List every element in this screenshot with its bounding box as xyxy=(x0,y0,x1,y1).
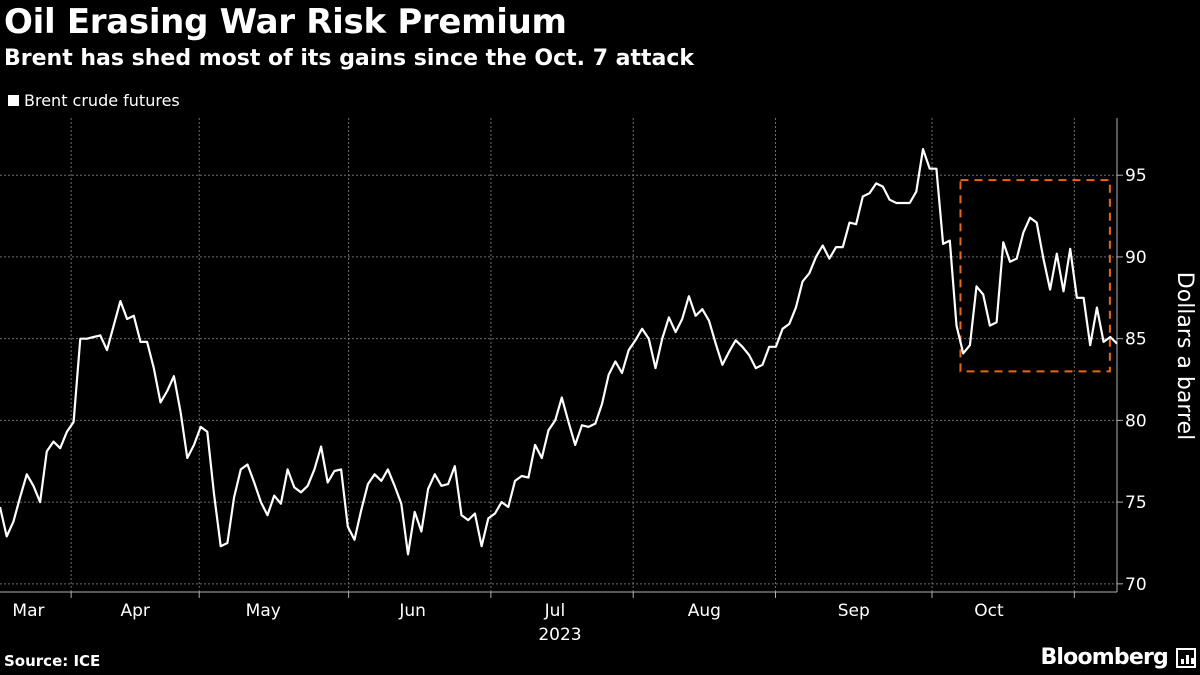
tick-label-y-90: 90 xyxy=(1125,248,1147,268)
legend-label-brent: Brent crude futures xyxy=(24,91,180,110)
tick-label-x-jul: Jul xyxy=(544,601,566,621)
chart-title: Oil Erasing War Risk Premium xyxy=(4,2,567,42)
horizontal-gridlines xyxy=(0,174,1117,585)
bloomberg-logo: Bloomberg xyxy=(1040,645,1168,670)
tick-label-y-85: 85 xyxy=(1125,330,1147,350)
bloomberg-terminal-icon xyxy=(1176,648,1196,668)
tick-label-y-75: 75 xyxy=(1125,493,1147,513)
y-axis-ticks: 70 75 80 85 90 95 xyxy=(1117,166,1147,595)
tick-label-x-may: May xyxy=(246,601,281,621)
x-axis-year-label: 2023 xyxy=(538,625,581,645)
tick-label-x-aug: Aug xyxy=(688,601,721,621)
source-note: Source: ICE xyxy=(4,652,101,670)
series-line-brent xyxy=(0,148,1118,556)
y-axis-label: Dollars a barrel xyxy=(1172,272,1197,440)
x-axis-labels: Mar Apr May Jun Jul Aug Sep Oct xyxy=(12,601,1004,621)
tick-label-y-80: 80 xyxy=(1125,411,1147,431)
tick-label-y-95: 95 xyxy=(1125,166,1147,186)
legend-swatch xyxy=(8,95,19,106)
chart-subtitle: Brent has shed most of its gains since t… xyxy=(4,46,695,71)
tick-label-x-mar: Mar xyxy=(12,601,44,621)
legend: Brent crude futures xyxy=(8,91,180,110)
highlight-box-post-attack xyxy=(959,179,1111,373)
tick-label-x-oct: Oct xyxy=(974,601,1004,621)
tick-label-x-sep: Sep xyxy=(838,601,870,621)
tick-label-y-70: 70 xyxy=(1125,575,1147,595)
tick-label-x-apr: Apr xyxy=(120,601,149,621)
vertical-gridlines xyxy=(70,118,1075,598)
tick-label-x-jun: Jun xyxy=(398,601,426,621)
